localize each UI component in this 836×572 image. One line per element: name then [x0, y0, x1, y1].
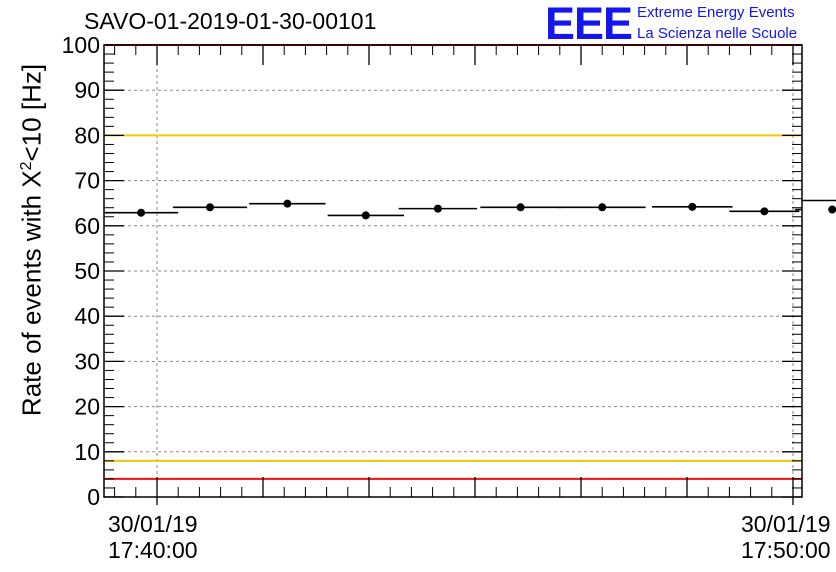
y-tick-label: 20 [74, 394, 100, 420]
data-point [760, 207, 769, 216]
data-point [206, 203, 214, 212]
data-point [433, 204, 442, 213]
data-point [688, 202, 697, 211]
y-tick-label: 70 [74, 168, 100, 194]
x-tick-date: 30/01/19 [741, 511, 831, 537]
y-axis-label: Rate of events with X2<10 [Hz] [17, 64, 48, 416]
x-tick-date: 30/01/19 [108, 511, 198, 537]
data-point [598, 203, 607, 212]
logo-line-1: Extreme Energy Events [637, 4, 795, 21]
data-series [104, 199, 836, 220]
y-tick-labels: 0 10 20 30 40 50 60 70 80 90 100 [62, 32, 100, 510]
data-point [828, 205, 836, 214]
y-tick-label: 50 [74, 258, 100, 284]
data-point [361, 211, 370, 220]
y-tick-label: 100 [62, 32, 100, 58]
y-tick-label: 60 [74, 213, 100, 239]
y-axis-label-sup: 2 [17, 161, 35, 171]
logo-line-2: La Scienza nelle Scuole [637, 25, 798, 42]
y-axis-label-prefix: Rate of events with X [16, 170, 47, 417]
y-tick-label: 0 [87, 484, 100, 510]
y-tick-label: 10 [74, 439, 100, 465]
y-tick-label: 30 [74, 348, 100, 374]
x-tick-time: 17:40:00 [108, 537, 198, 563]
y-tick-label: 80 [74, 122, 100, 148]
axis-ticks [104, 44, 802, 505]
data-point [137, 208, 146, 217]
chart-title: SAVO-01-2019-01-30-00101 [84, 8, 377, 34]
x-tick-label-end: 30/01/19 17:50:00 [741, 511, 831, 563]
reference-lines [104, 44, 802, 480]
y-axis-label-suffix: <10 [Hz] [16, 63, 47, 162]
data-point [283, 199, 292, 208]
x-tick-time: 17:50:00 [741, 537, 831, 563]
x-tick-label-start: 30/01/19 17:40:00 [108, 511, 198, 563]
data-point [516, 203, 525, 212]
grid-layer [104, 45, 802, 497]
y-tick-label: 90 [74, 77, 100, 103]
eee-logo: EEE [545, 0, 633, 49]
y-tick-label: 40 [74, 303, 100, 329]
